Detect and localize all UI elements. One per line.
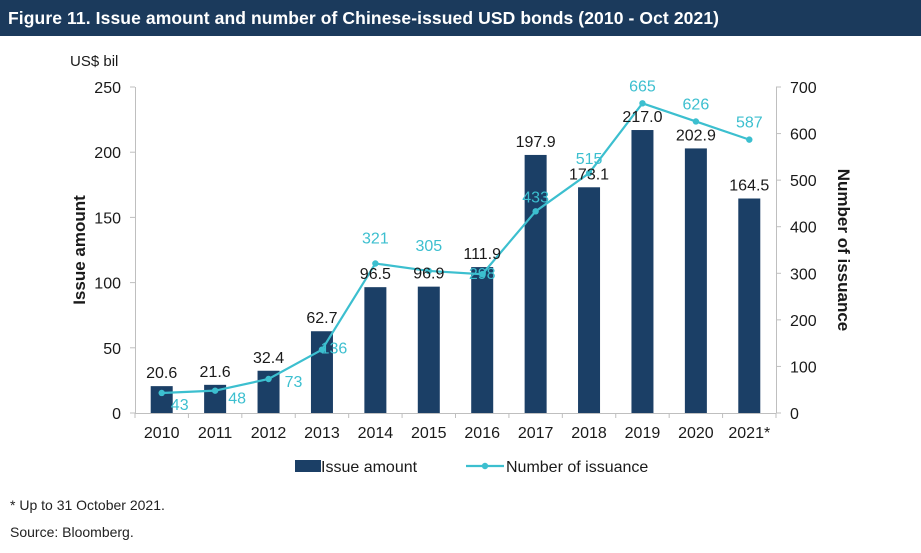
y-tick-label: 0	[112, 406, 121, 423]
line-value-label: 515	[576, 151, 603, 168]
line-value-label: 48	[228, 391, 246, 408]
line-value-label: 665	[629, 78, 656, 95]
unit-label: US$ bil	[70, 53, 118, 70]
y2-tick-label: 300	[790, 266, 817, 283]
issuance-point-2012	[265, 375, 272, 383]
legend-line-label: Number of issuance	[506, 459, 648, 476]
bar-2015	[417, 286, 440, 413]
legend-bar-label: Issue amount	[321, 459, 418, 476]
issuance-point-2015	[425, 267, 432, 275]
x-tick-label: 2019	[625, 425, 661, 442]
bar-series	[150, 130, 761, 414]
x-tick-label: 2018	[571, 425, 607, 442]
bar-value-label: 197.9	[516, 134, 556, 151]
y2-tick-label: 600	[790, 127, 817, 144]
bar-value-label: 202.9	[676, 127, 716, 144]
y-tick-label: 50	[103, 341, 121, 358]
x-tick-label: 2015	[411, 425, 447, 442]
line-value-label: 73	[285, 374, 303, 391]
issuance-point-2011	[211, 387, 219, 394]
figure-title: Figure 11. Issue amount and number of Ch…	[8, 7, 720, 28]
x-tick-label: 2010	[144, 425, 180, 442]
x-tick-label: 2014	[358, 425, 394, 442]
line-value-label: 298	[469, 266, 496, 283]
bar-value-label: 173.1	[569, 166, 609, 183]
line-value-label: 305	[415, 238, 442, 255]
bar-2020	[684, 148, 707, 413]
y2-tick-label: 200	[790, 313, 817, 330]
issuance-point-2010	[158, 389, 165, 397]
bar-value-label: 20.6	[146, 365, 177, 382]
bar-2019	[631, 130, 654, 414]
x-tick-label: 2013	[304, 425, 340, 442]
y2-tick-label: 400	[790, 220, 817, 237]
bar-value-label: 96.9	[413, 266, 444, 283]
issuance-point-2017	[532, 208, 539, 215]
issuance-point-2020	[692, 118, 700, 125]
legend: Issue amount Number of issuance	[295, 459, 648, 476]
legend-bar-swatch	[295, 460, 321, 472]
y-tick-label: 150	[94, 210, 121, 227]
axes: 0 50 100 150 200 250 0 100 200 300 400 500 600 700 201…	[70, 53, 853, 442]
y-tick-label: 100	[94, 276, 121, 293]
title-bar: Figure 11. Issue amount and number of Ch…	[0, 0, 921, 36]
bar-2014	[364, 287, 387, 413]
issuance-point-2018	[585, 169, 593, 177]
line-value-label: 626	[683, 96, 710, 113]
issuance-point-2014	[372, 260, 379, 267]
x-tick-label: 2011	[198, 425, 233, 442]
bar-2016	[471, 267, 494, 413]
bar-value-label: 21.6	[200, 364, 231, 381]
issuance-point-2021	[746, 136, 753, 143]
bar-value-label: 32.4	[253, 350, 284, 367]
y-tick-label: 200	[94, 145, 121, 162]
x-tick-label: 2016	[464, 425, 500, 442]
issuance-line	[161, 102, 750, 395]
y2-tick-label: 700	[790, 80, 817, 97]
source-note: Source: Bloomberg.	[10, 524, 134, 540]
line-value-label: 321	[362, 231, 389, 248]
y-axis-title: Issue amount	[70, 195, 89, 305]
data-labels: 20.6 21.6 32.4 62.7 96.5 96.9 111.9 197.9 173.1 2…	[146, 78, 769, 414]
bar-value-label: 164.5	[729, 177, 769, 194]
bar-2018	[578, 187, 601, 413]
bar-value-label: 62.7	[306, 310, 337, 327]
line-value-label: 43	[171, 397, 189, 414]
x-tick-label: 2021*	[728, 425, 770, 442]
line-value-label: 433	[522, 189, 549, 206]
footnote: * Up to 31 October 2021.	[10, 497, 165, 513]
issuance-point-2016	[479, 271, 486, 278]
y2-tick-label: 0	[790, 406, 799, 423]
bar-value-label: 111.9	[463, 246, 501, 263]
issuance-point-2013	[318, 346, 326, 353]
y2-tick-label: 500	[790, 173, 817, 190]
line-series	[158, 100, 753, 397]
x-tick-label: 2017	[518, 425, 554, 442]
legend-line-marker	[481, 462, 489, 470]
issuance-chart: 0 50 100 150 200 250 0 100 200 300 400 500 600 700 201…	[70, 53, 853, 476]
line-value-label: 587	[736, 115, 763, 132]
x-tick-label: 2020	[678, 425, 714, 442]
line-value-label: 136	[321, 341, 348, 358]
y-tick-label: 250	[94, 80, 121, 97]
bar-2021	[738, 198, 761, 413]
issuance-point-2019	[639, 100, 646, 107]
y2-axis-title: Number of issuance	[834, 169, 853, 332]
bar-value-label: 96.5	[360, 266, 391, 283]
x-tick-label: 2012	[251, 425, 287, 442]
bar-value-label: 217.0	[622, 109, 662, 126]
y2-tick-label: 100	[790, 359, 817, 376]
